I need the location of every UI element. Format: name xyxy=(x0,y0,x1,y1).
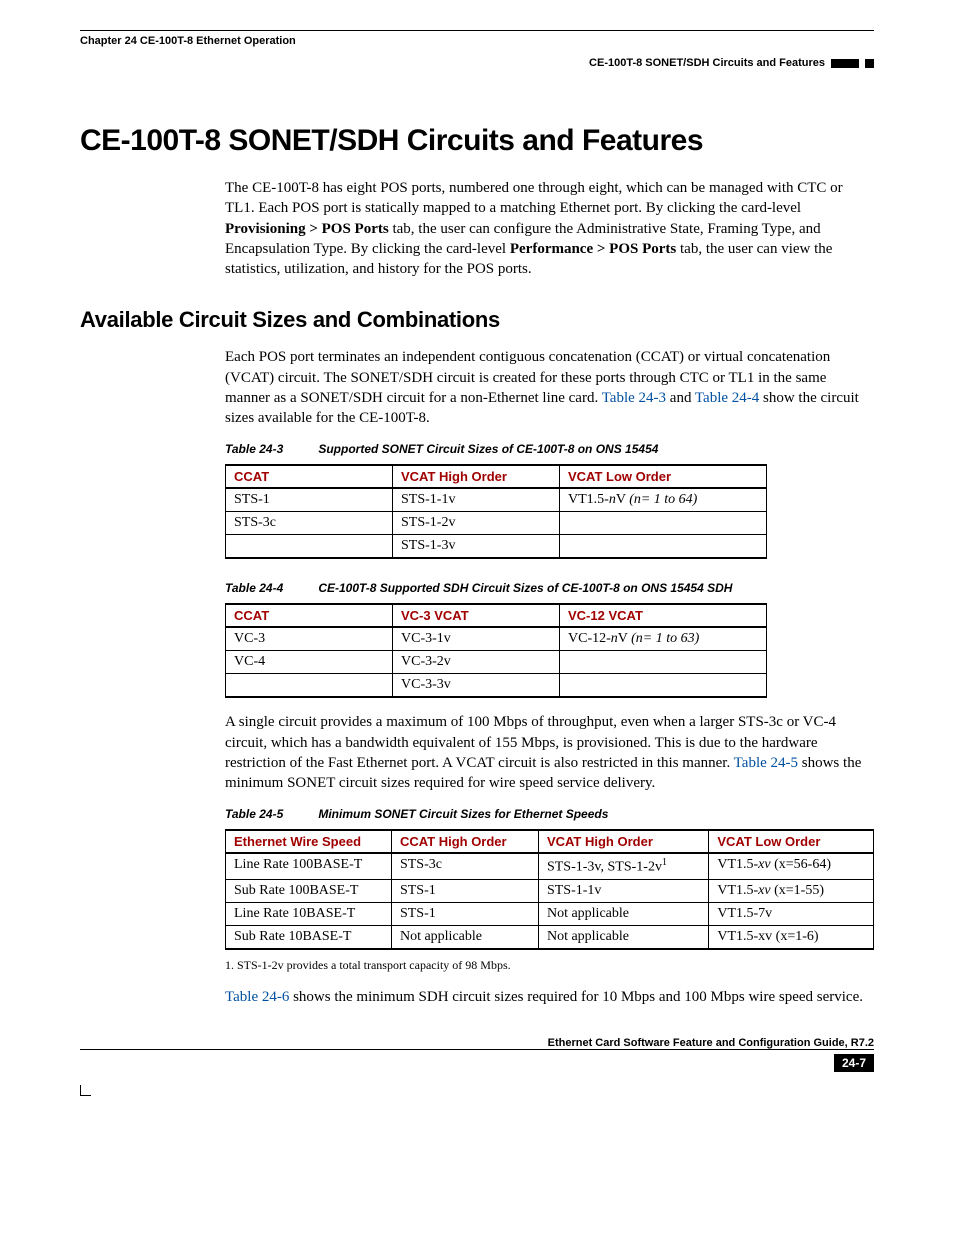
table-cell: STS-1-1v xyxy=(393,488,560,512)
footer-guide-title: Ethernet Card Software Feature and Confi… xyxy=(548,1037,874,1049)
table-24-5-title: Minimum SONET Circuit Sizes for Ethernet… xyxy=(318,807,608,821)
t1-h3: VCAT Low Order xyxy=(560,465,767,488)
table-24-5: Ethernet Wire Speed CCAT High Order VCAT… xyxy=(225,829,874,950)
table-cell: VT1.5-nV (n= 1 to 64) xyxy=(560,488,767,512)
throughput-paragraph: A single circuit provides a maximum of 1… xyxy=(225,712,874,793)
section-heading: Available Circuit Sizes and Combinations xyxy=(80,307,874,333)
table-cell: Not applicable xyxy=(538,902,708,925)
intro-bold-2: Performance > POS Ports xyxy=(510,241,676,257)
link-table-24-4[interactable]: Table 24-4 xyxy=(695,390,759,406)
table-cell: Line Rate 10BASE-T xyxy=(226,902,392,925)
table-24-4-title: CE-100T-8 Supported SDH Circuit Sizes of… xyxy=(318,581,732,595)
t1-h1: CCAT xyxy=(226,465,393,488)
page-number-badge: 24-7 xyxy=(834,1054,874,1072)
table-cell: VC-12-nV (n= 1 to 63) xyxy=(560,627,767,651)
table-cell: VC-3-3v xyxy=(393,674,560,698)
link-table-24-3[interactable]: Table 24-3 xyxy=(602,390,666,406)
circuit-sizes-paragraph: Each POS port terminates an independent … xyxy=(225,347,874,428)
table-cell: VT1.5-xv (x=56-64) xyxy=(709,853,874,879)
sdh-sizes-paragraph: Table 24-6 shows the minimum SDH circuit… xyxy=(225,987,874,1007)
table-cell: Line Rate 100BASE-T xyxy=(226,853,392,879)
page-title: CE-100T-8 SONET/SDH Circuits and Feature… xyxy=(80,124,874,158)
link-table-24-5[interactable]: Table 24-5 xyxy=(734,755,798,771)
table-cell: STS-1 xyxy=(226,488,393,512)
t2-h1: CCAT xyxy=(226,604,393,627)
p4-text: shows the minimum SDH circuit sizes requ… xyxy=(289,989,863,1005)
table-24-5-label: Table 24-5 xyxy=(225,807,315,821)
table-cell: STS-3c xyxy=(391,853,538,879)
header-bar-icon xyxy=(831,59,859,68)
header-square-icon xyxy=(865,59,874,68)
table-cell: VT1.5-7v xyxy=(709,902,874,925)
table-cell xyxy=(560,512,767,535)
table-cell xyxy=(560,674,767,698)
table-cell: STS-1-3v xyxy=(393,535,560,559)
section-label: CE-100T-8 SONET/SDH Circuits and Feature… xyxy=(589,57,825,69)
table-cell: Not applicable xyxy=(538,925,708,949)
table-cell xyxy=(226,535,393,559)
table-24-3-title: Supported SONET Circuit Sizes of CE-100T… xyxy=(318,442,658,456)
t1-h2: VCAT High Order xyxy=(393,465,560,488)
intro-text-a: The CE-100T-8 has eight POS ports, numbe… xyxy=(225,180,843,216)
corner-mark-icon xyxy=(80,1085,91,1096)
table-24-4: CCAT VC-3 VCAT VC-12 VCAT VC-3 VC-3-1v V… xyxy=(225,603,767,698)
table-cell: Sub Rate 10BASE-T xyxy=(226,925,392,949)
table-cell: VC-3-2v xyxy=(393,651,560,674)
table-cell: STS-1 xyxy=(391,879,538,902)
table-cell: VT1.5-xv (x=1-55) xyxy=(709,879,874,902)
table-cell: STS-1-1v xyxy=(538,879,708,902)
t2-h3: VC-12 VCAT xyxy=(560,604,767,627)
p2-mid: and xyxy=(666,390,695,406)
t3-h2: CCAT High Order xyxy=(391,830,538,853)
table-cell xyxy=(560,535,767,559)
table-cell: Sub Rate 100BASE-T xyxy=(226,879,392,902)
table-cell: VC-3-1v xyxy=(393,627,560,651)
t2-h2: VC-3 VCAT xyxy=(393,604,560,627)
table-24-3: CCAT VCAT High Order VCAT Low Order STS-… xyxy=(225,464,767,559)
table-cell xyxy=(560,651,767,674)
table-cell: VT1.5-xv (x=1-6) xyxy=(709,925,874,949)
link-table-24-6[interactable]: Table 24-6 xyxy=(225,989,289,1005)
intro-paragraph: The CE-100T-8 has eight POS ports, numbe… xyxy=(225,178,874,279)
intro-bold-1: Provisioning > POS Ports xyxy=(225,221,389,237)
table-cell: STS-1 xyxy=(391,902,538,925)
table-24-3-label: Table 24-3 xyxy=(225,442,315,456)
t3-h1: Ethernet Wire Speed xyxy=(226,830,392,853)
table-cell: STS-1-2v xyxy=(393,512,560,535)
chapter-label: Chapter 24 CE-100T-8 Ethernet Operation xyxy=(80,35,296,47)
table-cell: STS-1-3v, STS-1-2v1 xyxy=(538,853,708,879)
table-cell xyxy=(226,674,393,698)
table-24-4-label: Table 24-4 xyxy=(225,581,315,595)
t3-h4: VCAT Low Order xyxy=(709,830,874,853)
table-24-5-footnote: 1. STS-1-2v provides a total transport c… xyxy=(225,958,874,973)
t3-h3: VCAT High Order xyxy=(538,830,708,853)
table-cell: STS-3c xyxy=(226,512,393,535)
table-24-4-caption: Table 24-4 CE-100T-8 Supported SDH Circu… xyxy=(225,581,874,595)
table-24-5-caption: Table 24-5 Minimum SONET Circuit Sizes f… xyxy=(225,807,874,821)
table-cell: VC-3 xyxy=(226,627,393,651)
table-cell: VC-4 xyxy=(226,651,393,674)
table-cell: Not applicable xyxy=(391,925,538,949)
table-24-3-caption: Table 24-3 Supported SONET Circuit Sizes… xyxy=(225,442,874,456)
